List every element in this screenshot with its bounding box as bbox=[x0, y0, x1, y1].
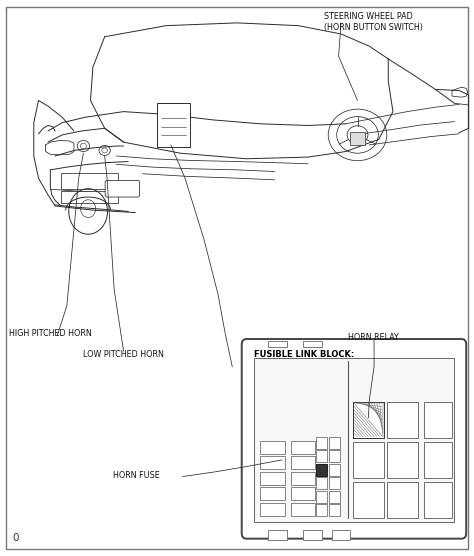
FancyBboxPatch shape bbox=[291, 487, 316, 500]
FancyBboxPatch shape bbox=[260, 471, 285, 485]
Text: FUSIBLE LINK BLOCK:: FUSIBLE LINK BLOCK: bbox=[254, 350, 354, 359]
FancyBboxPatch shape bbox=[303, 530, 322, 540]
FancyBboxPatch shape bbox=[260, 456, 285, 469]
FancyBboxPatch shape bbox=[387, 482, 418, 518]
FancyBboxPatch shape bbox=[268, 341, 287, 348]
FancyBboxPatch shape bbox=[268, 530, 287, 540]
Text: HORN FUSE: HORN FUSE bbox=[113, 471, 160, 480]
FancyBboxPatch shape bbox=[328, 450, 340, 463]
FancyBboxPatch shape bbox=[291, 456, 316, 469]
FancyBboxPatch shape bbox=[6, 7, 468, 549]
FancyBboxPatch shape bbox=[316, 504, 327, 516]
FancyBboxPatch shape bbox=[328, 477, 340, 489]
FancyBboxPatch shape bbox=[424, 482, 452, 518]
FancyBboxPatch shape bbox=[303, 341, 322, 348]
FancyBboxPatch shape bbox=[316, 464, 327, 476]
FancyBboxPatch shape bbox=[350, 132, 365, 145]
FancyBboxPatch shape bbox=[254, 359, 455, 522]
Text: STEERING WHEEL PAD
(HORN BUTTON SWITCH): STEERING WHEEL PAD (HORN BUTTON SWITCH) bbox=[324, 12, 423, 32]
Text: LOW PITCHED HORN: LOW PITCHED HORN bbox=[83, 350, 164, 359]
FancyBboxPatch shape bbox=[328, 464, 340, 476]
FancyBboxPatch shape bbox=[291, 503, 316, 516]
FancyBboxPatch shape bbox=[260, 440, 285, 454]
FancyBboxPatch shape bbox=[424, 442, 452, 478]
FancyBboxPatch shape bbox=[291, 440, 316, 454]
FancyBboxPatch shape bbox=[328, 504, 340, 516]
Text: HORN RELAY: HORN RELAY bbox=[348, 333, 399, 342]
FancyBboxPatch shape bbox=[316, 464, 327, 476]
Text: HIGH PITCHED HORN: HIGH PITCHED HORN bbox=[9, 329, 92, 338]
FancyBboxPatch shape bbox=[328, 491, 340, 503]
FancyBboxPatch shape bbox=[328, 437, 340, 449]
FancyBboxPatch shape bbox=[61, 191, 118, 203]
FancyBboxPatch shape bbox=[291, 471, 316, 485]
FancyBboxPatch shape bbox=[331, 530, 350, 540]
FancyBboxPatch shape bbox=[316, 491, 327, 503]
FancyBboxPatch shape bbox=[260, 503, 285, 516]
FancyBboxPatch shape bbox=[353, 442, 383, 478]
FancyBboxPatch shape bbox=[387, 442, 418, 478]
FancyBboxPatch shape bbox=[242, 339, 466, 539]
Text: 0: 0 bbox=[12, 533, 19, 543]
FancyBboxPatch shape bbox=[353, 482, 383, 518]
FancyBboxPatch shape bbox=[353, 402, 383, 438]
FancyBboxPatch shape bbox=[316, 477, 327, 489]
FancyBboxPatch shape bbox=[387, 402, 418, 438]
FancyBboxPatch shape bbox=[157, 103, 190, 147]
FancyBboxPatch shape bbox=[353, 402, 383, 438]
FancyBboxPatch shape bbox=[316, 437, 327, 449]
FancyBboxPatch shape bbox=[260, 487, 285, 500]
FancyBboxPatch shape bbox=[61, 172, 118, 189]
FancyBboxPatch shape bbox=[105, 180, 140, 197]
FancyBboxPatch shape bbox=[424, 402, 452, 438]
FancyBboxPatch shape bbox=[316, 450, 327, 463]
